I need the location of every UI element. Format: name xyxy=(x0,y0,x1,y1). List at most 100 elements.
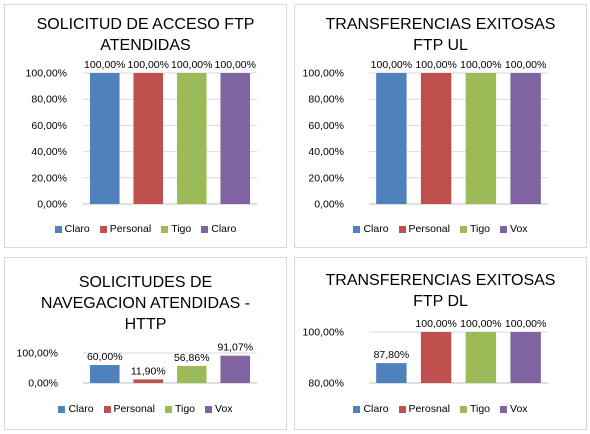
legend-label: Vox xyxy=(510,223,528,235)
legend-swatch xyxy=(103,405,111,413)
legend-label: Claro xyxy=(211,223,237,235)
legend-item: Tigo xyxy=(459,403,490,415)
data-label: 87,80% xyxy=(374,349,410,361)
bar xyxy=(220,355,251,383)
bar xyxy=(220,73,251,204)
y-tick-label: 80,00% xyxy=(308,94,344,106)
chart-title: SOLICITUDES DE NAVEGACION ATENDIDAS - HT… xyxy=(5,272,286,335)
data-label: 100,00% xyxy=(84,59,125,71)
chart-legend: Claro Personal Tigo Vox xyxy=(295,223,586,235)
chart-legend: Claro Personal Tigo Claro xyxy=(5,223,286,235)
chart-solicitud-acceso-ftp: SOLICITUD DE ACCESO FTP ATENDIDAS 100,00… xyxy=(4,4,287,248)
legend-swatch xyxy=(500,225,508,233)
legend-swatch xyxy=(459,405,467,413)
legend-label: Personal xyxy=(113,403,155,415)
bar xyxy=(465,332,497,383)
legend-swatch xyxy=(353,225,361,233)
legend-swatch xyxy=(398,405,406,413)
legend-label: Vox xyxy=(510,403,528,415)
chart-plot: 100,00% 80,00% 60,00% 40,00% 20,00% 0,00% 100,… xyxy=(303,59,548,211)
legend-item: Tigo xyxy=(459,223,490,235)
data-label: 60,00% xyxy=(87,351,123,363)
chart-title-line: HTTP xyxy=(124,316,167,333)
legend-swatch xyxy=(201,225,209,233)
chart-title-line: NAVEGACION ATENDIDAS - xyxy=(40,295,251,312)
legend-item: Claro xyxy=(353,403,389,415)
data-label: 56,86% xyxy=(174,352,210,364)
data-label: 100,00% xyxy=(171,59,212,71)
data-label: 100,00% xyxy=(460,59,501,71)
chart-title-line: SOLICITUDES DE xyxy=(78,274,213,291)
data-label: 100,00% xyxy=(415,59,456,71)
chart-legend: Claro Personal Tigo Vox xyxy=(5,403,286,415)
chart-title-line: TRANSFERENCIAS EXITOSAS xyxy=(325,272,556,289)
chart-plot: 100,00% 80,00% 87,80% 100,00% 100,00% 100,00% xyxy=(303,318,548,390)
data-label: 100,00% xyxy=(505,59,546,71)
y-tick-label: 100,00% xyxy=(303,327,344,339)
chart-title-line: FTP DL xyxy=(413,293,468,310)
data-label: 100,00% xyxy=(371,59,412,71)
y-tick-label: 0,00% xyxy=(314,199,344,211)
legend-item: Vox xyxy=(500,403,528,415)
y-tick-label: 80,00% xyxy=(308,378,344,390)
legend-label: Personal xyxy=(408,223,450,235)
legend-swatch xyxy=(500,405,508,413)
legend-item: Claro xyxy=(58,403,94,415)
legend-item: Personal xyxy=(398,223,450,235)
legend-label: Perosnal xyxy=(408,403,450,415)
data-label: 100,00% xyxy=(505,318,546,330)
legend-swatch xyxy=(398,225,406,233)
legend-swatch xyxy=(459,225,467,233)
chart-title-line: SOLICITUD DE ACCESO FTP xyxy=(36,16,255,33)
legend-item: Perosnal xyxy=(398,403,450,415)
y-tick-label: 80,00% xyxy=(31,94,67,106)
bar xyxy=(510,73,541,204)
legend-swatch xyxy=(205,405,213,413)
bar xyxy=(89,73,120,204)
bar xyxy=(510,332,541,383)
chart-transferencias-ftp-dl: TRANSFERENCIAS EXITOSAS FTP DL 100,00% 80… xyxy=(294,257,587,430)
chart-title: TRANSFERENCIAS EXITOSAS FTP DL xyxy=(295,270,586,312)
chart-solicitudes-navegacion-http: SOLICITUDES DE NAVEGACION ATENDIDAS - HT… xyxy=(4,257,287,430)
legend-swatch xyxy=(58,405,66,413)
legend-item: Personal xyxy=(103,403,155,415)
legend-label: Claro xyxy=(363,403,389,415)
legend-item: Vox xyxy=(205,403,233,415)
y-tick-label: 40,00% xyxy=(31,146,67,158)
legend-item: Tigo xyxy=(161,223,191,235)
legend-swatch xyxy=(353,405,361,413)
legend-label: Claro xyxy=(64,223,90,235)
legend-label: Vox xyxy=(215,403,233,415)
bar xyxy=(465,73,497,204)
legend-label: Personal xyxy=(109,223,152,235)
data-label: 100,00% xyxy=(415,318,456,330)
data-label: 91,07% xyxy=(217,342,253,354)
bar xyxy=(176,365,207,383)
bar xyxy=(376,363,407,383)
y-tick-label: 0,00% xyxy=(28,378,58,390)
bar xyxy=(420,73,452,204)
data-label: 11,90% xyxy=(131,365,166,377)
chart-title-line: FTP UL xyxy=(413,37,468,54)
bar xyxy=(133,73,164,204)
chart-plot: 100,00% 0,00% 60,00% 11,90% 56,86% 91,07% xyxy=(17,342,257,390)
y-tick-label: 40,00% xyxy=(308,146,344,158)
bar xyxy=(420,332,452,383)
y-tick-label: 0,00% xyxy=(37,199,67,211)
legend-item: Claro xyxy=(353,223,389,235)
chart-transferencias-ftp-ul: TRANSFERENCIAS EXITOSAS FTP UL 100,00% 80… xyxy=(294,4,587,248)
legend-swatch xyxy=(164,405,172,413)
bar xyxy=(176,73,207,204)
bar xyxy=(376,73,407,204)
y-tick-label: 20,00% xyxy=(31,172,67,184)
chart-title: SOLICITUD DE ACCESO FTP ATENDIDAS xyxy=(5,14,286,56)
legend-swatch xyxy=(99,225,107,233)
data-label: 100,00% xyxy=(460,318,501,330)
legend-label: Claro xyxy=(363,223,389,235)
data-label: 100,00% xyxy=(128,59,169,71)
y-tick-label: 60,00% xyxy=(31,120,67,132)
legend-swatch xyxy=(54,225,62,233)
data-label: 100,00% xyxy=(215,59,256,71)
legend-item: Personal xyxy=(99,223,152,235)
legend-item: Tigo xyxy=(164,403,195,415)
